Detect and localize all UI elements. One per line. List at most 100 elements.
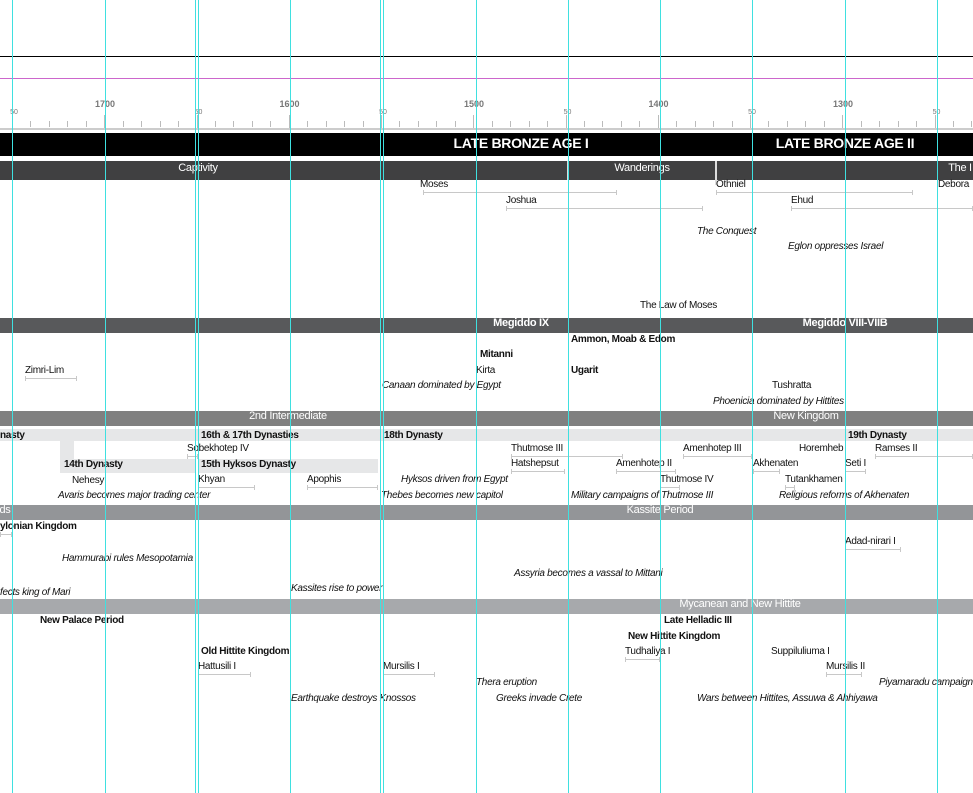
timeline-label: Zimri-Lim — [25, 365, 64, 376]
event-annotation: The Conquest — [697, 226, 757, 237]
axis-tick — [141, 121, 143, 127]
timeline-label: Amenhotep III — [683, 443, 742, 454]
axis-tick — [547, 121, 549, 127]
axis-tick — [362, 121, 364, 127]
timeline-label: Apophis — [307, 474, 342, 485]
band-label: LATE BRONZE AGE I — [453, 135, 589, 151]
vertical-guide[interactable] — [290, 0, 291, 793]
axis-tick — [620, 121, 622, 127]
axis-tick — [676, 121, 678, 127]
bible-band — [0, 161, 973, 180]
axis-tick — [657, 115, 659, 128]
margin-guide — [0, 78, 973, 79]
axis-tick — [381, 115, 382, 128]
vertical-guide[interactable] — [660, 0, 661, 793]
vertical-guide[interactable] — [12, 0, 13, 793]
event-annotation: Piyamaradu campaign — [879, 677, 973, 688]
timeline-label: New Palace Period — [40, 615, 124, 626]
axis-tick — [270, 121, 272, 127]
axis-tick — [565, 115, 567, 128]
vertical-guide[interactable] — [568, 0, 569, 793]
vertical-guide[interactable] — [845, 0, 846, 793]
event-annotation: Thebes becomes new capitol — [381, 490, 503, 501]
axis-tick — [750, 115, 751, 128]
vertical-guide[interactable] — [476, 0, 477, 793]
axis-tick — [454, 121, 456, 127]
canaan-band — [0, 318, 973, 333]
axis-tick — [30, 121, 32, 127]
axis-tick — [85, 121, 87, 127]
timeline-label: Thutmose III — [511, 443, 563, 454]
reign-span-bar — [25, 376, 77, 381]
event-annotation: Assyria becomes a vassal to Mittani — [514, 568, 663, 579]
event-annotation: Avaris becomes major trading center — [58, 490, 211, 501]
band-label: The I — [948, 162, 972, 174]
reign-span-bar — [716, 190, 913, 195]
axis-tick — [842, 115, 844, 128]
axis-tick — [196, 115, 198, 128]
band-label: Megiddo IX — [493, 317, 549, 329]
axis-half-label: 50 — [933, 109, 941, 116]
axis-baseline — [0, 128, 973, 130]
reign-span-bar — [845, 469, 866, 474]
vertical-guide[interactable] — [105, 0, 106, 793]
timeline-label: Horemheb — [799, 443, 844, 454]
reign-span-bar — [307, 485, 378, 490]
vertical-guide[interactable] — [198, 0, 199, 793]
timeline-axis: 17001600150014001300505050505050 — [0, 95, 973, 131]
axis-tick — [251, 121, 253, 127]
timeline-label: Akhenaten — [753, 458, 799, 469]
timeline-label: New Hittite Kingdom — [628, 631, 721, 642]
axis-tick — [823, 121, 825, 127]
axis-tick — [897, 121, 899, 127]
timeline-label: Nehesy — [72, 475, 105, 486]
timeline-label: Ugarit — [571, 365, 599, 376]
reign-span-bar — [511, 454, 623, 459]
dynasty-band — [0, 429, 973, 441]
aegean-band — [0, 599, 973, 614]
axis-tick — [971, 121, 973, 127]
timeline-label: Mitanni — [480, 349, 513, 360]
band-label: 2nd Intermediate — [249, 410, 327, 422]
timeline-label: Tudhaliya I — [625, 646, 671, 657]
reign-span-bar — [423, 190, 617, 195]
axis-tick — [288, 115, 290, 128]
timeline-label: Old Hittite Kingdom — [201, 646, 290, 657]
vertical-guide[interactable] — [383, 0, 384, 793]
event-annotation: Thera eruption — [476, 677, 537, 688]
axis-tick — [916, 121, 918, 127]
axis-tick — [473, 115, 475, 128]
axis-tick — [639, 121, 641, 127]
reign-span-bar — [506, 206, 703, 211]
timeline-label: Hattusili I — [198, 661, 236, 672]
axis-century-label: 1500 — [463, 99, 485, 109]
reign-span-bar — [660, 485, 680, 490]
axis-tick — [436, 121, 438, 127]
page-top-border — [0, 56, 973, 57]
event-annotation: Wars between Hittites, Assuwa & Ahhiyawa — [697, 693, 878, 704]
timeline-label: 14th Dynasty — [64, 459, 123, 470]
axis-tick — [860, 121, 862, 127]
axis-tick — [731, 121, 733, 127]
axis-tick — [510, 121, 512, 127]
timeline-label: Khyan — [198, 474, 225, 485]
timeline-label: Sobekhotep IV — [187, 443, 249, 454]
vertical-guide[interactable] — [937, 0, 938, 793]
timeline-label: Ramses II — [875, 443, 918, 454]
axis-tick — [344, 121, 346, 127]
axis-half-label: 50 — [564, 109, 572, 116]
reign-span-bar — [845, 547, 901, 552]
axis-tick — [214, 121, 216, 127]
timeline-label: Seti I — [845, 458, 866, 469]
axis-tick — [694, 121, 696, 127]
reign-span-bar — [198, 485, 255, 490]
axis-tick — [399, 121, 401, 127]
axis-tick — [713, 121, 715, 127]
axis-tick — [325, 121, 327, 127]
vertical-guide[interactable] — [752, 0, 753, 793]
event-annotation: Eglon oppresses Israel — [788, 241, 884, 252]
vertical-guide[interactable] — [380, 0, 381, 793]
vertical-guide[interactable] — [195, 0, 196, 793]
timeline-label: Joshua — [506, 195, 537, 206]
axis-tick — [952, 121, 954, 127]
